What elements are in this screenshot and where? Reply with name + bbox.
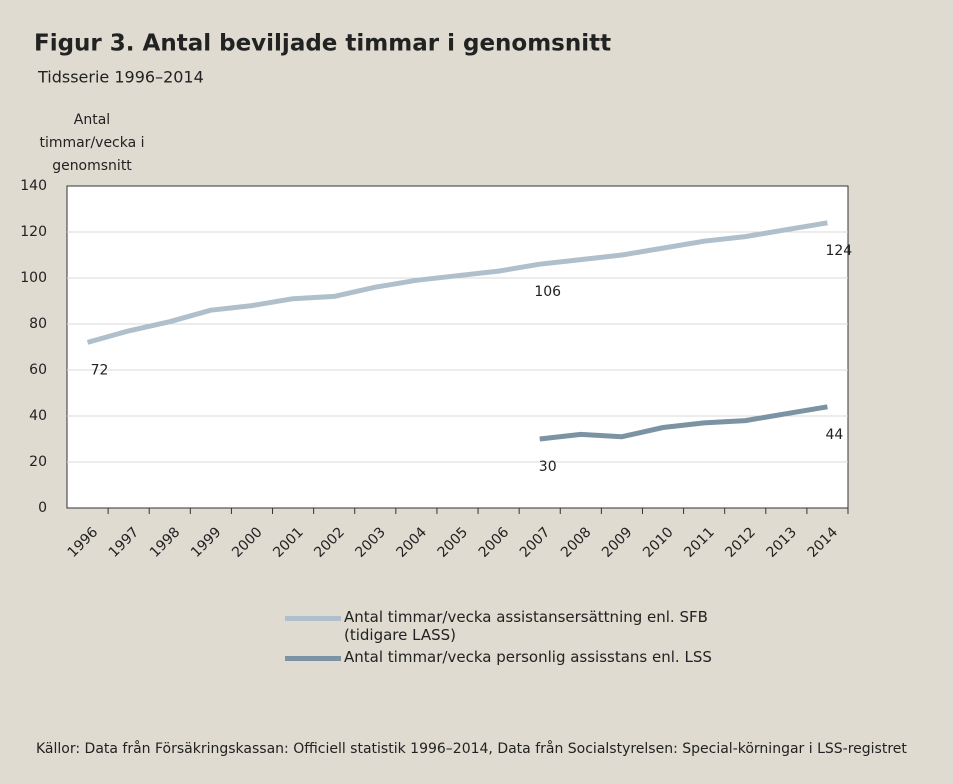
x-tick-label: 2008 [558, 524, 595, 561]
legend-label: Antal timmar/vecka personlig assisstans … [344, 648, 712, 666]
x-tick-label: 2007 [517, 524, 554, 561]
data-label: 72 [91, 362, 109, 378]
data-label: 124 [825, 243, 852, 259]
x-tick-label: 2000 [229, 524, 266, 561]
y-tick-label: 60 [29, 362, 47, 378]
x-tick-label: 1998 [147, 524, 184, 561]
legend: Antal timmar/vecka assistansersättning e… [285, 608, 785, 670]
legend-item: Antal timmar/vecka assistansersättning e… [285, 608, 785, 644]
x-tick-label: 1997 [106, 524, 143, 561]
y-tick-label: 140 [20, 178, 47, 194]
x-tick-label: 2005 [435, 524, 472, 561]
x-tick-label: 2004 [394, 524, 431, 561]
x-tick-label: 2009 [599, 524, 636, 561]
data-label: 44 [825, 427, 843, 443]
y-axis-title: timmar/vecka i [39, 135, 144, 151]
series-line [86, 220, 828, 345]
legend-swatch [285, 616, 341, 621]
x-tick-label: 1996 [65, 524, 102, 561]
y-axis-title: genomsnitt [52, 158, 132, 174]
legend-item: Antal timmar/vecka personlig assisstans … [285, 648, 785, 666]
chart-subtitle: Tidsserie 1996–2014 [37, 68, 204, 87]
x-tick-label: 1999 [188, 524, 225, 561]
y-axis-title: Antal [74, 112, 110, 128]
chart-title: Figur 3. Antal beviljade timmar i genoms… [34, 31, 611, 57]
x-tick-label: 2013 [763, 524, 800, 561]
y-tick-label: 0 [38, 500, 47, 516]
x-tick-label: 2010 [640, 524, 677, 561]
x-tick-label: 2011 [681, 524, 718, 561]
series-line [539, 404, 828, 442]
y-tick-label: 80 [29, 316, 47, 332]
y-tick-label: 120 [20, 224, 47, 240]
x-tick-label: 2012 [722, 524, 759, 561]
y-tick-label: 40 [29, 408, 47, 424]
x-tick-label: 2006 [476, 524, 513, 561]
legend-label: Antal timmar/vecka assistansersättning e… [344, 608, 708, 644]
x-tick-label: 2014 [805, 524, 842, 561]
y-tick-label: 100 [20, 270, 47, 286]
source-note: Källor: Data från Försäkringskassan: Off… [36, 741, 907, 757]
x-tick-label: 2003 [352, 524, 389, 561]
data-label: 30 [539, 459, 557, 475]
data-label: 106 [534, 284, 561, 300]
plot-area [66, 185, 849, 509]
y-tick-label: 20 [29, 454, 47, 470]
legend-swatch [285, 656, 341, 661]
x-tick-label: 2002 [311, 524, 348, 561]
x-tick-label: 2001 [270, 524, 307, 561]
